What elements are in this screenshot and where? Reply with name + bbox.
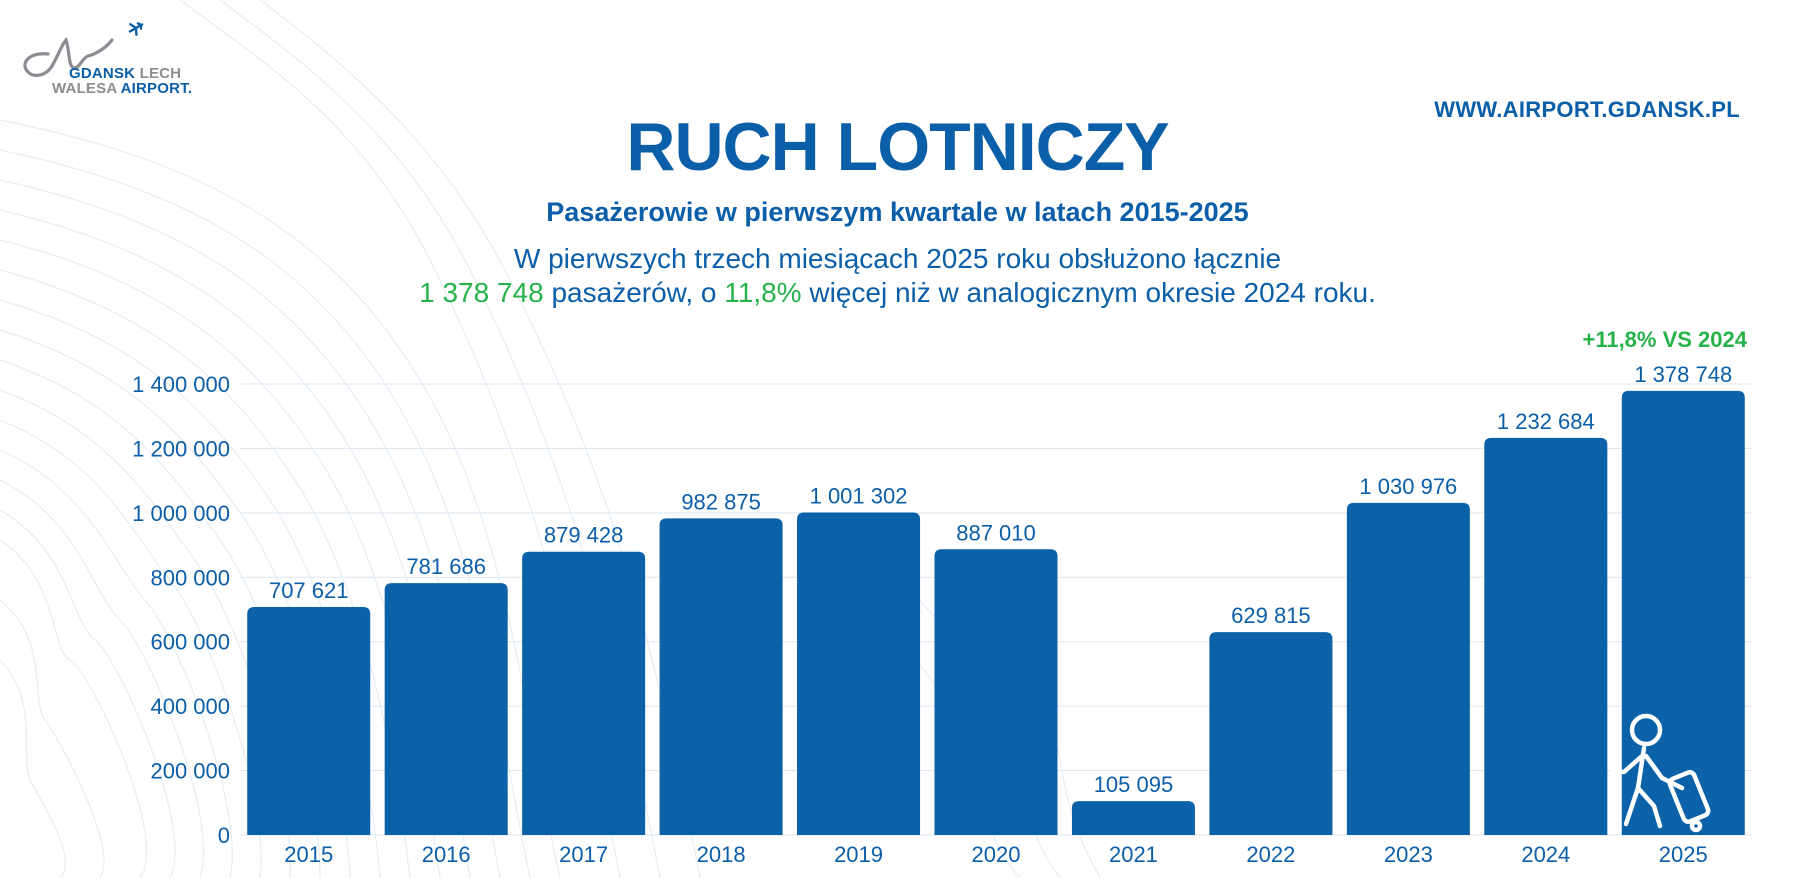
bar-value-label: 1 378 748 xyxy=(1634,362,1732,387)
x-axis: 2015 2016 2017 2018 2019 2020 2021 2022 2023 2024… xyxy=(284,842,1707,867)
y-tick-label: 800 000 xyxy=(150,565,230,590)
bar-2024 xyxy=(1484,437,1608,835)
logo-text: GDANSK LECH WALESA AIRPORT. xyxy=(52,66,192,96)
bar-value-label: 629 815 xyxy=(1231,603,1311,628)
logo-word-airport: AIRPORT. xyxy=(120,80,193,97)
x-tick-label: 2023 xyxy=(1384,842,1433,867)
growth-badge: +11,8% VS 2024 xyxy=(1582,327,1747,352)
x-tick-label: 2015 xyxy=(284,842,333,867)
bar-2020 xyxy=(934,549,1058,835)
summary-total: 1 378 748 xyxy=(419,277,544,308)
y-tick-label: 1 400 000 xyxy=(132,372,230,397)
traveler-with-luggage-icon xyxy=(1609,713,1711,833)
y-tick-label: 1 000 000 xyxy=(132,501,230,526)
bar-value-label: 707 621 xyxy=(269,578,349,603)
x-tick-label: 2017 xyxy=(559,842,608,867)
bar-2025 xyxy=(1621,390,1745,835)
bar-2018 xyxy=(659,518,783,835)
airport-logo[interactable] xyxy=(18,22,188,102)
bar-value-labels: 707 621 781 686 879 428 982 875 1 001 302 887… xyxy=(269,362,1732,797)
bar-value-label: 781 686 xyxy=(406,554,486,579)
bar-value-label: 879 428 xyxy=(544,523,624,548)
bar-2021 xyxy=(1071,801,1195,835)
summary-end: więcej niż w analogicznym okresie 2024 r… xyxy=(801,277,1376,308)
x-tick-label: 2020 xyxy=(972,842,1021,867)
page-title: RUCH LOTNICZY xyxy=(626,109,1169,185)
summary-mid: pasażerów, o xyxy=(543,277,725,308)
x-tick-label: 2022 xyxy=(1246,842,1295,867)
summary-growth: 11,8% xyxy=(724,277,802,308)
bar-value-label: 887 010 xyxy=(956,520,1036,545)
y-axis: 0 200 000 400 000 600 000 800 000 1 000 000 1 … xyxy=(132,372,230,848)
y-tick-label: 0 xyxy=(218,823,230,848)
bar-2017 xyxy=(522,551,646,835)
x-tick-label: 2025 xyxy=(1659,842,1708,867)
logo-word-lech: LECH xyxy=(139,65,182,82)
bar-value-label: 1 232 684 xyxy=(1497,409,1595,434)
summary-line-2: 1 378 748 pasażerów, o 11,8% więcej niż … xyxy=(0,276,1795,310)
bar-2019 xyxy=(797,512,921,835)
bar-2015 xyxy=(247,607,371,835)
x-tick-label: 2019 xyxy=(834,842,883,867)
bar-2016 xyxy=(384,583,508,835)
y-tick-label: 600 000 xyxy=(150,630,230,655)
chart-bars xyxy=(247,390,1745,835)
y-tick-label: 400 000 xyxy=(150,694,230,719)
y-tick-label: 200 000 xyxy=(150,759,230,784)
y-tick-label: 1 200 000 xyxy=(132,436,230,461)
bar-value-label: 1 030 976 xyxy=(1359,474,1457,499)
summary-text: W pierwszych trzech miesiącach 2025 roku… xyxy=(0,242,1795,310)
bar-value-label: 982 875 xyxy=(681,489,761,514)
summary-line-1: W pierwszych trzech miesiącach 2025 roku… xyxy=(513,243,1282,274)
bar-value-label: 1 001 302 xyxy=(810,483,908,508)
bar-2023 xyxy=(1346,502,1470,835)
logo-word-gdansk: GDANSK xyxy=(69,65,136,82)
logo-swoosh xyxy=(23,22,144,77)
x-tick-label: 2016 xyxy=(422,842,471,867)
x-tick-label: 2018 xyxy=(697,842,746,867)
x-tick-label: 2024 xyxy=(1521,842,1570,867)
x-tick-label: 2021 xyxy=(1109,842,1158,867)
bar-2022 xyxy=(1209,632,1333,835)
airplane-icon xyxy=(128,22,144,36)
website-link[interactable]: WWW.AIRPORT.GDANSK.PL xyxy=(1434,97,1740,122)
logo-word-walesa: WALESA xyxy=(52,80,117,97)
chart-subtitle: Pasażerowie w pierwszym kwartale w latac… xyxy=(546,197,1249,227)
bar-value-label: 105 095 xyxy=(1094,772,1174,797)
